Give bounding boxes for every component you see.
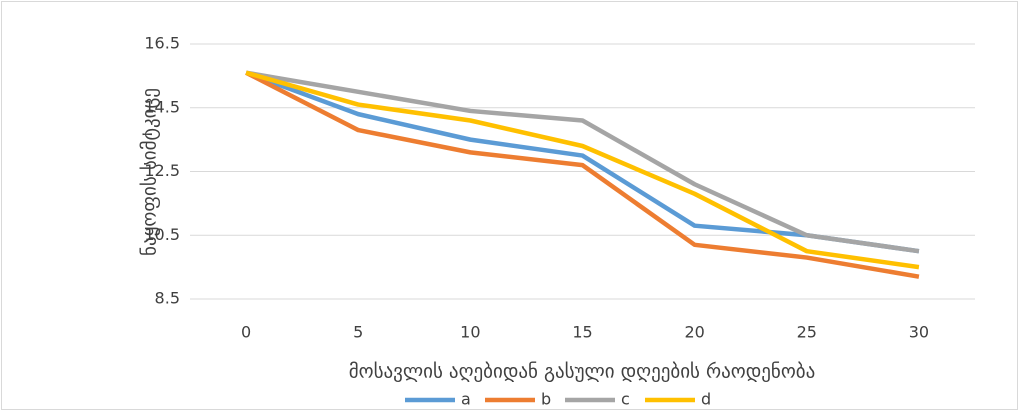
y-tick-label: 16.5 [144,34,180,53]
legend-label: a [461,390,471,409]
x-tick-label: 20 [684,323,704,342]
x-tick-label: 30 [909,323,929,342]
x-tick-label: 10 [460,323,480,342]
y-tick-label: 10.5 [144,225,180,244]
x-tick-label: 0 [241,323,251,342]
y-axis-label: ნაყოფის სიმტკიცე [139,88,161,256]
x-tick-label: 15 [572,323,592,342]
legend-label: b [541,390,551,409]
x-axis-label: მოსავლის აღებიდან გასული დღეების რაოდენო… [349,361,816,383]
series-line [245,70,920,279]
legend-label: d [701,390,711,409]
x-tick-label: 25 [797,323,817,342]
x-tick-label: 5 [353,323,363,342]
series-line [245,70,920,254]
legend-label: c [621,390,630,409]
y-tick-label: 14.5 [144,97,180,116]
series-line [245,70,920,270]
y-tick-label: 8.5 [155,289,180,308]
y-tick-label: 12.5 [144,161,180,180]
